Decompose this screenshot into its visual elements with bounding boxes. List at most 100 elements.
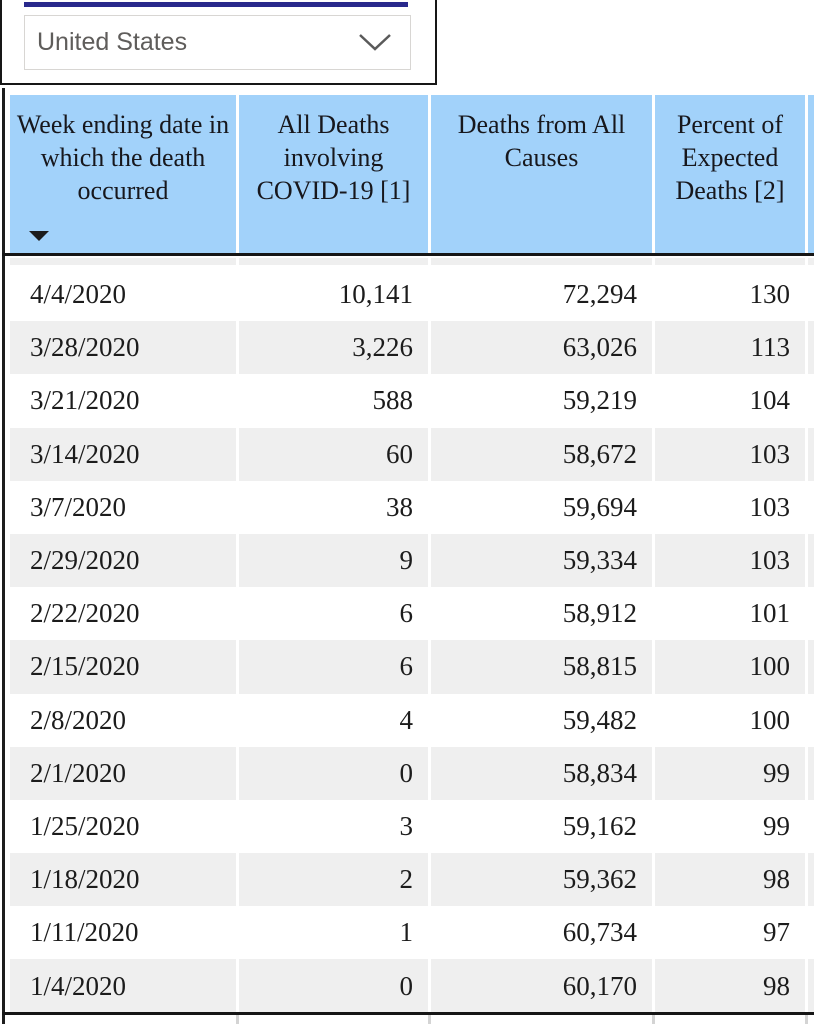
cell-percent-expected: 98 <box>655 959 805 1013</box>
header-cell-overflow <box>808 95 814 253</box>
cell-all-causes-deaths: 58,834 <box>431 746 652 800</box>
cell-week-ending-date: 2/8/2020 <box>10 693 236 747</box>
cell-overflow-sliver <box>808 853 814 907</box>
cell-all-causes-deaths: 59,694 <box>431 480 652 534</box>
cell-all-causes-deaths: 60,734 <box>431 906 652 960</box>
cell-percent-expected: 99 <box>655 799 805 854</box>
cell-covid-deaths: 3,226 <box>239 321 428 375</box>
cell-percent-expected: 103 <box>655 480 805 534</box>
cell-week-ending-date: 2/29/2020 <box>10 533 236 588</box>
table-header: Week ending date in which the death occu… <box>10 95 814 253</box>
cell-overflow-sliver <box>808 640 814 694</box>
cell-covid-deaths: 10,141 <box>239 268 428 322</box>
cell-overflow-sliver <box>808 374 814 428</box>
cell-percent-expected: 113 <box>655 321 805 375</box>
cell-all-causes-deaths: 59,219 <box>431 374 652 428</box>
clipped-control-underline <box>24 2 408 7</box>
cell-week-ending-date: 1/11/2020 <box>10 906 236 960</box>
cell-week-ending-date: 1/4/2020 <box>10 959 236 1013</box>
cell-week-ending-date: 1/18/2020 <box>10 853 236 907</box>
cell-overflow-sliver <box>808 906 814 960</box>
cell-covid-deaths: 9 <box>239 533 428 588</box>
cell-overflow-sliver <box>808 746 814 800</box>
header-label: Percent of Expected Deaths [2] <box>675 110 785 205</box>
cell-all-causes-deaths: 58,815 <box>431 640 652 694</box>
cell-all-causes-deaths: 72,294 <box>431 268 652 322</box>
table-left-border <box>2 88 5 1024</box>
cell-percent-expected: 101 <box>655 587 805 641</box>
cell-week-ending-date: 3/14/2020 <box>10 427 236 481</box>
column-divider <box>428 1015 431 1024</box>
cell-all-causes-deaths: 59,482 <box>431 693 652 747</box>
table-row: 3/28/2020 3,226 63,026 113 <box>10 321 814 375</box>
header-label: All Deaths involving COVID-19 [1] <box>256 110 411 205</box>
cell-percent-expected: 103 <box>655 533 805 588</box>
cell-covid-deaths: 60 <box>239 427 428 481</box>
cell-overflow-sliver <box>808 959 814 1013</box>
header-cell-all-causes[interactable]: Deaths from All Causes <box>431 95 652 253</box>
cell-all-causes-deaths: 59,362 <box>431 853 652 907</box>
cell-overflow-sliver <box>808 533 814 588</box>
cell-overflow-sliver <box>808 799 814 854</box>
cell-week-ending-date: 2/1/2020 <box>10 746 236 800</box>
cell-week-ending-date: 3/21/2020 <box>10 374 236 428</box>
cell-overflow-sliver <box>808 480 814 534</box>
cell-covid-deaths: 0 <box>239 959 428 1013</box>
table-footer-sliver <box>10 1015 814 1024</box>
table-row: 2/15/2020 6 58,815 100 <box>10 640 814 694</box>
sort-descending-icon <box>29 231 49 241</box>
cell-all-causes-deaths: 60,170 <box>431 959 652 1013</box>
cell-covid-deaths: 6 <box>239 587 428 641</box>
header-label: Week ending date in which the death occu… <box>16 110 230 205</box>
cell-percent-expected: 99 <box>655 746 805 800</box>
cell-percent-expected: 130 <box>655 268 805 322</box>
table-row: 1/25/2020 3 59,162 99 <box>10 799 814 854</box>
table-row: 2/1/2020 0 58,834 99 <box>10 746 814 800</box>
cell-percent-expected: 100 <box>655 693 805 747</box>
cell-percent-expected: 103 <box>655 427 805 481</box>
region-dropdown-value: United States <box>37 28 188 56</box>
header-cell-percent-expected[interactable]: Percent of Expected Deaths [2] <box>655 95 805 253</box>
cell-percent-expected: 100 <box>655 640 805 694</box>
cell-week-ending-date: 2/15/2020 <box>10 640 236 694</box>
table-row: 1/11/2020 1 60,734 97 <box>10 906 814 960</box>
table-body: 4/4/2020 10,141 72,294 130 3/28/2020 3,2… <box>10 268 814 1013</box>
cell-covid-deaths: 2 <box>239 853 428 907</box>
cell-week-ending-date: 2/22/2020 <box>10 587 236 641</box>
cell-overflow-sliver <box>808 693 814 747</box>
cell-all-causes-deaths: 59,162 <box>431 799 652 854</box>
cell-week-ending-date: 1/25/2020 <box>10 799 236 854</box>
cell-percent-expected: 104 <box>655 374 805 428</box>
header-separator-line <box>2 253 814 256</box>
cell-all-causes-deaths: 63,026 <box>431 321 652 375</box>
table-bottom-line <box>2 1012 814 1015</box>
cell-covid-deaths: 3 <box>239 799 428 854</box>
chevron-down-icon <box>358 30 392 59</box>
cell-all-causes-deaths: 59,334 <box>431 533 652 588</box>
cell-covid-deaths: 4 <box>239 693 428 747</box>
column-divider <box>236 1015 239 1024</box>
cell-percent-expected: 98 <box>655 853 805 907</box>
cell-covid-deaths: 1 <box>239 906 428 960</box>
table-row: 3/21/2020 588 59,219 104 <box>10 374 814 428</box>
cell-covid-deaths: 588 <box>239 374 428 428</box>
cell-overflow-sliver <box>808 587 814 641</box>
cell-percent-expected: 97 <box>655 906 805 960</box>
column-divider <box>652 1015 655 1024</box>
table-row: 1/18/2020 2 59,362 98 <box>10 853 814 907</box>
column-divider <box>805 1015 808 1024</box>
table-row: 3/14/2020 60 58,672 103 <box>10 427 814 481</box>
cell-week-ending-date: 4/4/2020 <box>10 268 236 322</box>
table-row: 4/4/2020 10,141 72,294 130 <box>10 268 814 322</box>
filter-panel: United States <box>0 0 437 85</box>
cell-covid-deaths: 0 <box>239 746 428 800</box>
cell-overflow-sliver <box>808 427 814 481</box>
header-cell-covid-deaths[interactable]: All Deaths involving COVID-19 [1] <box>239 95 428 253</box>
cell-week-ending-date: 3/7/2020 <box>10 480 236 534</box>
cell-overflow-sliver <box>808 268 814 322</box>
region-dropdown[interactable]: United States <box>24 15 411 70</box>
table-row: 2/22/2020 6 58,912 101 <box>10 587 814 641</box>
table-row: 2/8/2020 4 59,482 100 <box>10 693 814 747</box>
header-cell-week-ending-date[interactable]: Week ending date in which the death occu… <box>10 95 236 253</box>
